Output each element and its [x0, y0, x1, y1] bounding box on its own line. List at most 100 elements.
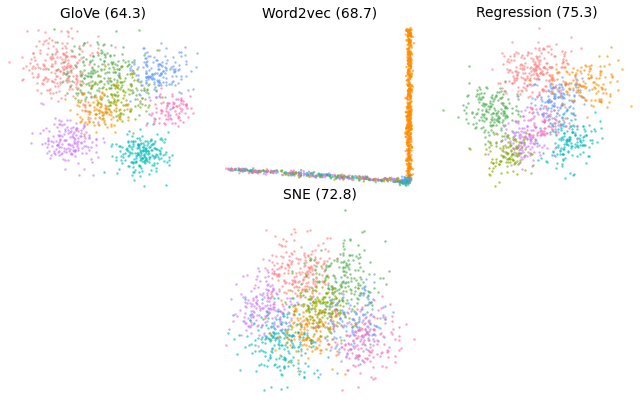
Point	[246, 311, 256, 318]
Point	[327, 308, 337, 315]
Point	[406, 126, 416, 133]
Point	[550, 117, 561, 123]
Point	[149, 54, 159, 60]
Point	[292, 293, 302, 299]
Point	[54, 68, 65, 74]
Point	[555, 104, 565, 111]
Point	[530, 102, 540, 109]
Point	[146, 137, 156, 143]
Point	[508, 80, 518, 86]
Point	[128, 168, 138, 175]
Point	[291, 283, 301, 289]
Point	[406, 156, 417, 162]
Point	[300, 330, 310, 336]
Point	[49, 70, 60, 77]
Point	[310, 324, 320, 330]
Point	[342, 174, 352, 181]
Point	[361, 313, 371, 320]
Point	[533, 129, 543, 135]
Point	[404, 63, 415, 69]
Point	[569, 96, 579, 103]
Point	[403, 91, 413, 98]
Point	[327, 283, 337, 290]
Point	[361, 176, 371, 182]
Point	[31, 79, 42, 86]
Point	[376, 178, 387, 185]
Point	[353, 319, 364, 325]
Point	[269, 168, 280, 174]
Point	[559, 119, 569, 125]
Point	[612, 56, 623, 63]
Point	[289, 336, 300, 343]
Point	[61, 64, 71, 71]
Point	[577, 83, 587, 89]
Point	[239, 166, 250, 172]
Point	[91, 148, 101, 155]
Point	[106, 120, 116, 127]
Point	[548, 75, 558, 81]
Point	[161, 64, 171, 71]
Point	[374, 331, 385, 337]
Point	[404, 135, 415, 141]
Point	[312, 294, 323, 300]
Point	[136, 156, 146, 162]
Point	[403, 179, 413, 185]
Point	[335, 176, 345, 182]
Point	[75, 87, 85, 93]
Point	[403, 103, 413, 109]
Point	[506, 69, 516, 75]
Point	[131, 153, 141, 160]
Point	[404, 67, 414, 74]
Point	[259, 332, 269, 339]
Point	[404, 160, 415, 167]
Point	[257, 361, 267, 367]
Point	[301, 283, 312, 289]
Point	[338, 174, 348, 181]
Point	[356, 326, 367, 332]
Point	[294, 170, 304, 176]
Point	[147, 76, 157, 83]
Point	[344, 319, 354, 325]
Point	[529, 134, 539, 140]
Point	[147, 161, 157, 168]
Point	[361, 346, 371, 352]
Point	[515, 158, 525, 165]
Point	[67, 67, 77, 73]
Point	[223, 165, 234, 172]
Point	[563, 106, 573, 112]
Point	[110, 92, 120, 99]
Point	[268, 301, 278, 307]
Point	[404, 147, 414, 154]
Point	[53, 141, 63, 147]
Point	[465, 146, 475, 152]
Point	[404, 153, 415, 159]
Point	[527, 134, 537, 140]
Point	[538, 130, 548, 136]
Point	[293, 311, 303, 318]
Point	[403, 32, 413, 38]
Point	[47, 78, 57, 84]
Point	[53, 141, 63, 148]
Point	[106, 99, 116, 105]
Point	[311, 343, 321, 350]
Point	[404, 155, 415, 161]
Point	[557, 110, 568, 117]
Point	[127, 87, 138, 93]
Point	[322, 324, 332, 330]
Point	[510, 159, 520, 166]
Point	[355, 282, 365, 288]
Point	[164, 154, 174, 160]
Point	[158, 79, 168, 85]
Point	[545, 120, 556, 127]
Point	[293, 316, 303, 323]
Point	[157, 73, 168, 80]
Point	[294, 172, 304, 178]
Point	[127, 59, 138, 65]
Point	[317, 173, 328, 180]
Point	[150, 145, 161, 151]
Point	[156, 135, 166, 141]
Point	[156, 151, 166, 158]
Point	[486, 127, 497, 133]
Point	[279, 364, 289, 370]
Point	[260, 353, 270, 359]
